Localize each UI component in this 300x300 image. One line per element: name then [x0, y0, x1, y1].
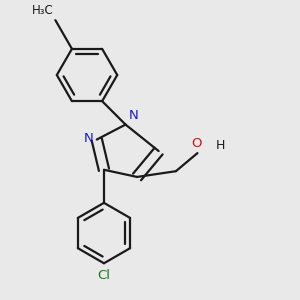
- Text: H: H: [216, 139, 226, 152]
- Text: H₃C: H₃C: [32, 4, 54, 17]
- Text: O: O: [191, 137, 201, 150]
- Text: N: N: [129, 109, 139, 122]
- Text: N: N: [84, 133, 93, 146]
- Text: Cl: Cl: [98, 269, 110, 282]
